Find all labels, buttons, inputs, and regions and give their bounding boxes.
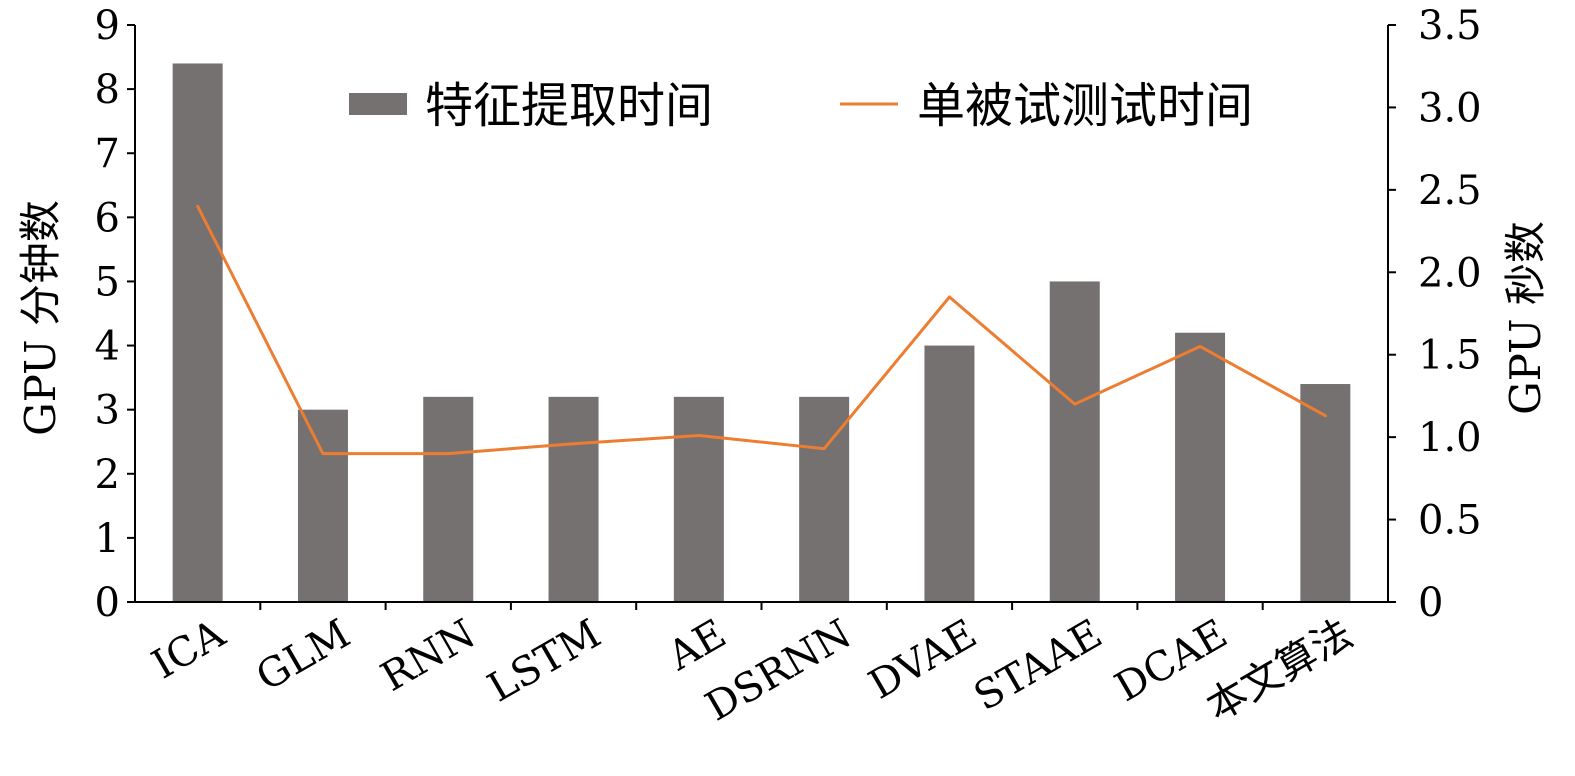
left-tick-label: 2 <box>95 452 120 498</box>
bar <box>1300 384 1351 602</box>
left-tick-label: 8 <box>95 67 120 113</box>
right-axis-ticks: 0 0.5 1.0 1.5 2.0 2.5 3.0 3.5 <box>1388 3 1482 626</box>
line-series-layer <box>196 204 1327 456</box>
line-point <box>1323 414 1327 418</box>
x-tick-label: GLM <box>249 611 358 701</box>
right-tick-label: 2.0 <box>1418 250 1482 296</box>
line-point <box>321 452 325 456</box>
right-axis-title: GPU 秒数 <box>1501 221 1550 415</box>
line-point <box>572 442 576 446</box>
left-tick-label: 3 <box>95 388 120 434</box>
x-tick-label: AE <box>660 611 734 680</box>
line-series <box>196 205 1327 456</box>
legend-line-label: 单被试测试时间 <box>917 78 1253 134</box>
right-tick-label: 3.5 <box>1418 3 1482 49</box>
x-tick-label: STAAE <box>966 611 1109 720</box>
left-axis-title: GPU 分钟数 <box>16 200 65 436</box>
right-tick-label: 1.5 <box>1418 333 1482 379</box>
bar <box>423 396 474 602</box>
bar <box>673 396 724 602</box>
left-tick-label: 6 <box>95 195 120 241</box>
bar <box>799 396 850 602</box>
right-tick-label: 1.0 <box>1418 415 1482 461</box>
line-point <box>1198 344 1202 348</box>
x-tick-label: 本文算法 <box>1199 611 1361 731</box>
left-tick-label: 9 <box>95 3 120 49</box>
legend-bar-swatch <box>349 93 407 115</box>
bar <box>172 63 223 602</box>
line-point <box>947 295 951 299</box>
right-tick-label: 3.0 <box>1418 85 1482 131</box>
legend-bar-label: 特征提取时间 <box>425 78 713 134</box>
x-tick-label: DSRNN <box>698 611 859 731</box>
bar <box>297 409 348 602</box>
line-point <box>196 204 200 208</box>
bar <box>1049 281 1100 602</box>
x-tick-label: LSTM <box>480 611 608 712</box>
bar <box>548 396 599 602</box>
left-tick-label: 1 <box>95 516 120 562</box>
bar-group <box>172 63 1351 602</box>
left-tick-label: 5 <box>95 259 120 305</box>
x-tick-label: ICA <box>144 610 233 688</box>
bar <box>1175 332 1226 602</box>
left-tick-label: 0 <box>95 580 120 626</box>
line-point <box>1073 402 1077 406</box>
x-tick-label: RNN <box>374 611 484 701</box>
line-point <box>446 452 450 456</box>
line-point <box>697 433 701 437</box>
right-tick-label: 0 <box>1418 580 1443 626</box>
right-tick-label: 2.5 <box>1418 168 1482 214</box>
legend: 特征提取时间 单被试测试时间 <box>349 78 1253 134</box>
x-tick-label: DVAE <box>861 611 984 709</box>
left-tick-label: 4 <box>95 324 120 370</box>
bar <box>924 345 975 602</box>
left-axis-ticks: 0 1 2 3 4 5 6 7 8 9 <box>95 3 135 626</box>
left-tick-label: 7 <box>95 131 120 177</box>
line-point <box>822 447 826 451</box>
right-tick-label: 0.5 <box>1418 498 1482 544</box>
